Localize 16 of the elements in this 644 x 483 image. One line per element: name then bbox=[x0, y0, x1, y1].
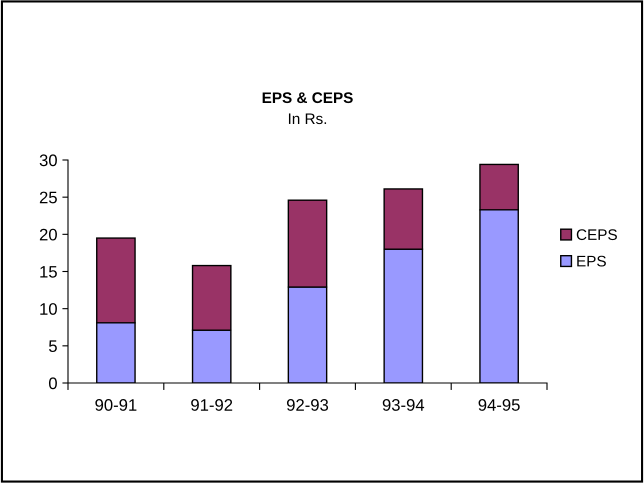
legend-label: EPS bbox=[577, 256, 606, 267]
x-tick-label: 93-94 bbox=[382, 399, 424, 411]
y-tick-label: 25 bbox=[40, 192, 57, 204]
chart-subtitle: In Rs. bbox=[288, 113, 326, 124]
x-tick-label: 94-95 bbox=[478, 399, 520, 411]
chart-title: EPS & CEPS bbox=[262, 92, 353, 104]
x-tick-label: 90-91 bbox=[95, 399, 136, 411]
y-tick-label: 10 bbox=[40, 303, 57, 315]
x-tick-label: 91-92 bbox=[191, 399, 232, 411]
y-tick-label: 30 bbox=[40, 154, 57, 166]
y-tick-label: 20 bbox=[40, 228, 57, 241]
x-tick-label: 92-93 bbox=[286, 399, 328, 411]
y-tick-label: 0 bbox=[48, 377, 57, 390]
y-tick-label: 5 bbox=[48, 340, 57, 352]
y-tick-label: 15 bbox=[40, 266, 57, 278]
legend-label: CEPS bbox=[576, 229, 617, 240]
